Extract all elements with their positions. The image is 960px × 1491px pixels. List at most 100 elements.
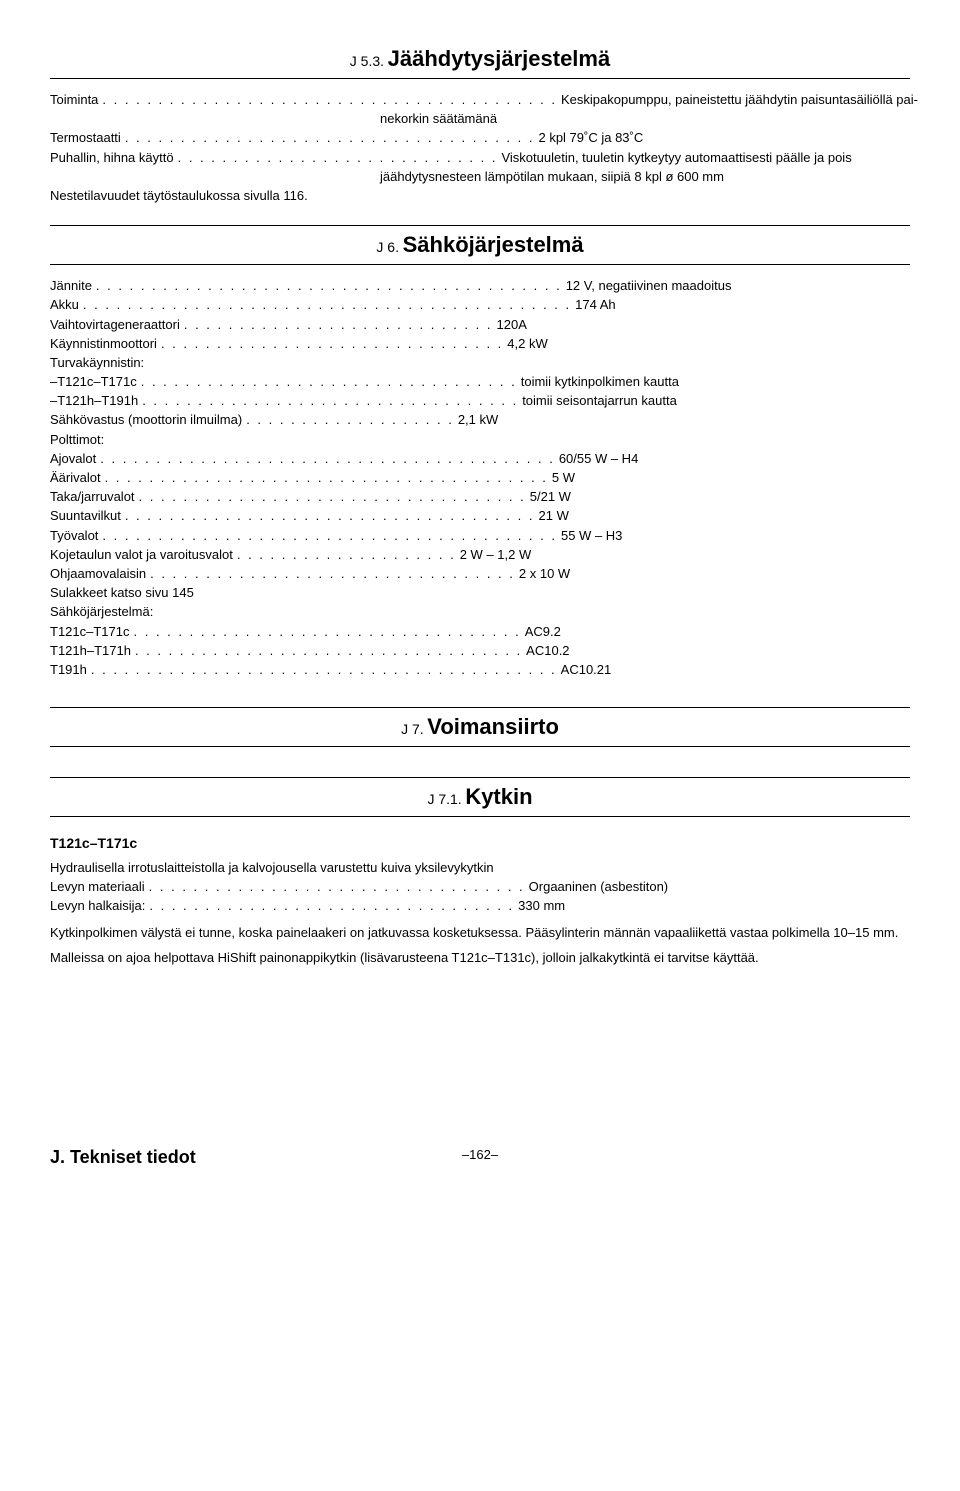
spec-dots: . . . . . . . . . . . . . . . . . . . . … (91, 661, 557, 679)
j6-spec-list: Jännite. . . . . . . . . . . . . . . . .… (50, 277, 910, 679)
spec-value: 12 V, negatiivinen maadoitus (566, 277, 732, 295)
spec-value: AC10.2 (526, 642, 569, 660)
spec-row: Sähkövastus (moottorin ilmuilma). . . . … (50, 411, 910, 429)
spec-label: Akku (50, 296, 79, 314)
spec-dots: . . . . . . . . . . . . . . . . . . . . … (83, 296, 571, 314)
spec-value: toimii seisontajarrun kautta (522, 392, 677, 410)
spec-label: –T121c–T171c (50, 373, 137, 391)
spec-dots: . . . . . . . . . . . . . . . . . . . . … (149, 897, 514, 915)
j71-paragraph-1: Kytkinpolkimen välystä ei tunne, koska p… (50, 924, 910, 942)
spec-value: Keskipakopumppu, paineistettu jäähdytin … (561, 91, 918, 109)
spec-value: 60/55 W – H4 (559, 450, 639, 468)
spec-row: Akku. . . . . . . . . . . . . . . . . . … (50, 296, 910, 314)
spec-label: Ohjaamovalaisin (50, 565, 146, 583)
spec-row: Puhallin, hihna käyttö. . . . . . . . . … (50, 149, 910, 167)
spec-label: Kojetaulun valot ja varoitusvalot (50, 546, 233, 564)
spec-value: 5/21 W (530, 488, 571, 506)
spec-value: 2 W – 1,2 W (460, 546, 532, 564)
spec-row: Suuntavilkut. . . . . . . . . . . . . . … (50, 507, 910, 525)
spec-row: –T121h–T191h. . . . . . . . . . . . . . … (50, 392, 910, 410)
spec-label: Vaihtovirtageneraattori (50, 316, 180, 334)
spec-value: 120A (497, 316, 527, 334)
section-title: Sähköjärjestelmä (403, 232, 584, 257)
spec-value: Viskotuuletin, tuuletin kytkeytyy automa… (501, 149, 851, 167)
spec-label: –T121h–T191h (50, 392, 138, 410)
spec-label: Suuntavilkut (50, 507, 121, 525)
spec-label: T121c–T171c (50, 623, 130, 641)
spec-row: Toiminta. . . . . . . . . . . . . . . . … (50, 91, 910, 109)
spec-dots: . . . . . . . . . . . . . . . . . . . . … (100, 450, 555, 468)
j71-paragraph-2: Malleissa on ajoa helpottava HiShift pai… (50, 949, 910, 967)
spec-dots: . . . . . . . . . . . . . . . . . . . (246, 411, 454, 429)
footer-page-number: –162– (462, 1147, 498, 1162)
spec-value: 21 W (539, 507, 569, 525)
spec-value: 5 W (552, 469, 575, 487)
section-number: J 7. (401, 721, 424, 737)
spec-dots: . . . . . . . . . . . . . . . . . . . . … (102, 527, 557, 545)
spec-label: Toiminta (50, 91, 98, 109)
spec-row: Työvalot. . . . . . . . . . . . . . . . … (50, 527, 910, 545)
spec-value: toimii kytkinpolkimen kautta (521, 373, 679, 391)
spec-dots: . . . . . . . . . . . . . . . . . . . . … (161, 335, 503, 353)
spec-row: T121c–T171c . . . . . . . . . . . . . . … (50, 623, 910, 641)
spec-dots: . . . . . . . . . . . . . . . . . . . . … (149, 878, 525, 896)
section-title: Jäähdytysjärjestelmä (388, 46, 611, 71)
spec-dots: . . . . . . . . . . . . . . . . . . . . … (139, 488, 526, 506)
spec-label-only: Turvakäynnistin: (50, 354, 910, 372)
spec-value: 2 x 10 W (519, 565, 570, 583)
section-header-j6: J 6. Sähköjärjestelmä (50, 225, 910, 265)
spec-value: AC10.21 (561, 661, 612, 679)
spec-value: 2 kpl 79˚C ja 83˚C (538, 129, 643, 147)
spec-dots: . . . . . . . . . . . . . . . . . . . . … (141, 373, 517, 391)
spec-value: 330 mm (518, 897, 565, 915)
spec-value: 55 W – H3 (561, 527, 622, 545)
section-number: J 6. (376, 239, 399, 255)
spec-label: Levyn materiaali (50, 878, 145, 896)
spec-row: Ohjaamovalaisin. . . . . . . . . . . . .… (50, 565, 910, 583)
spec-label: Äärivalot (50, 469, 101, 487)
footer-section-title: J. Tekniset tiedot (50, 1147, 196, 1168)
spec-continuation: nekorkin säätämänä (50, 110, 910, 128)
j71-spec-list: Levyn materiaali. . . . . . . . . . . . … (50, 878, 910, 915)
spec-value: 4,2 kW (507, 335, 547, 353)
j71-intro-line: Hydraulisella irrotuslaitteistolla ja ka… (50, 859, 910, 877)
spec-dots: . . . . . . . . . . . . . . . . . . . . … (102, 91, 557, 109)
spec-dots: . . . . . . . . . . . . . . . . . . . . … (184, 316, 493, 334)
spec-dots: . . . . . . . . . . . . . . . . . . . . … (135, 642, 522, 660)
spec-label: Levyn halkaisija: (50, 897, 145, 915)
section-title: Kytkin (465, 784, 532, 809)
spec-dots: . . . . . . . . . . . . . . . . . . . . … (150, 565, 515, 583)
spec-value: AC9.2 (525, 623, 561, 641)
spec-value: 174 Ah (575, 296, 616, 314)
spec-row: Jännite. . . . . . . . . . . . . . . . .… (50, 277, 910, 295)
spec-label-only: Sähköjärjestelmä: (50, 603, 910, 621)
spec-row: –T121c–T171c. . . . . . . . . . . . . . … (50, 373, 910, 391)
spec-row: Äärivalot. . . . . . . . . . . . . . . .… (50, 469, 910, 487)
spec-dots: . . . . . . . . . . . . . . . . . . . . … (125, 129, 535, 147)
spec-label: Puhallin, hihna käyttö (50, 149, 174, 167)
spec-label: T121h–T171h (50, 642, 131, 660)
spec-label: Sähkövastus (moottorin ilmuilma) (50, 411, 242, 429)
spec-value: 2,1 kW (458, 411, 498, 429)
section-number: J 5.3. (350, 53, 384, 69)
spec-dots: . . . . . . . . . . . . . . . . . . . . … (142, 392, 518, 410)
spec-row: Kojetaulun valot ja varoitusvalot. . . .… (50, 546, 910, 564)
spec-dots: . . . . . . . . . . . . . . . . . . . . … (96, 277, 562, 295)
section-header-j7: J 7. Voimansiirto (50, 707, 910, 747)
spec-label: Termostaatti (50, 129, 121, 147)
spec-label: Työvalot (50, 527, 98, 545)
page-footer: J. Tekniset tiedot –162– (50, 1147, 910, 1168)
spec-row: Ajovalot. . . . . . . . . . . . . . . . … (50, 450, 910, 468)
spec-dots: . . . . . . . . . . . . . . . . . . . . … (125, 507, 535, 525)
spec-label: Ajovalot (50, 450, 96, 468)
spec-dots: . . . . . . . . . . . . . . . . . . . . … (105, 469, 548, 487)
j53-spec-list: Toiminta. . . . . . . . . . . . . . . . … (50, 91, 910, 205)
section-number: J 7.1. (427, 791, 461, 807)
spec-label-only: Nestetilavuudet täytöstaulukossa sivulla… (50, 187, 910, 205)
spec-row: T191h . . . . . . . . . . . . . . . . . … (50, 661, 910, 679)
spec-label: Käynnistinmoottori (50, 335, 157, 353)
spec-row: Levyn halkaisija: . . . . . . . . . . . … (50, 897, 910, 915)
spec-row: T121h–T171h. . . . . . . . . . . . . . .… (50, 642, 910, 660)
spec-label: Taka/jarruvalot (50, 488, 135, 506)
j71-model-heading: T121c–T171c (50, 835, 910, 851)
